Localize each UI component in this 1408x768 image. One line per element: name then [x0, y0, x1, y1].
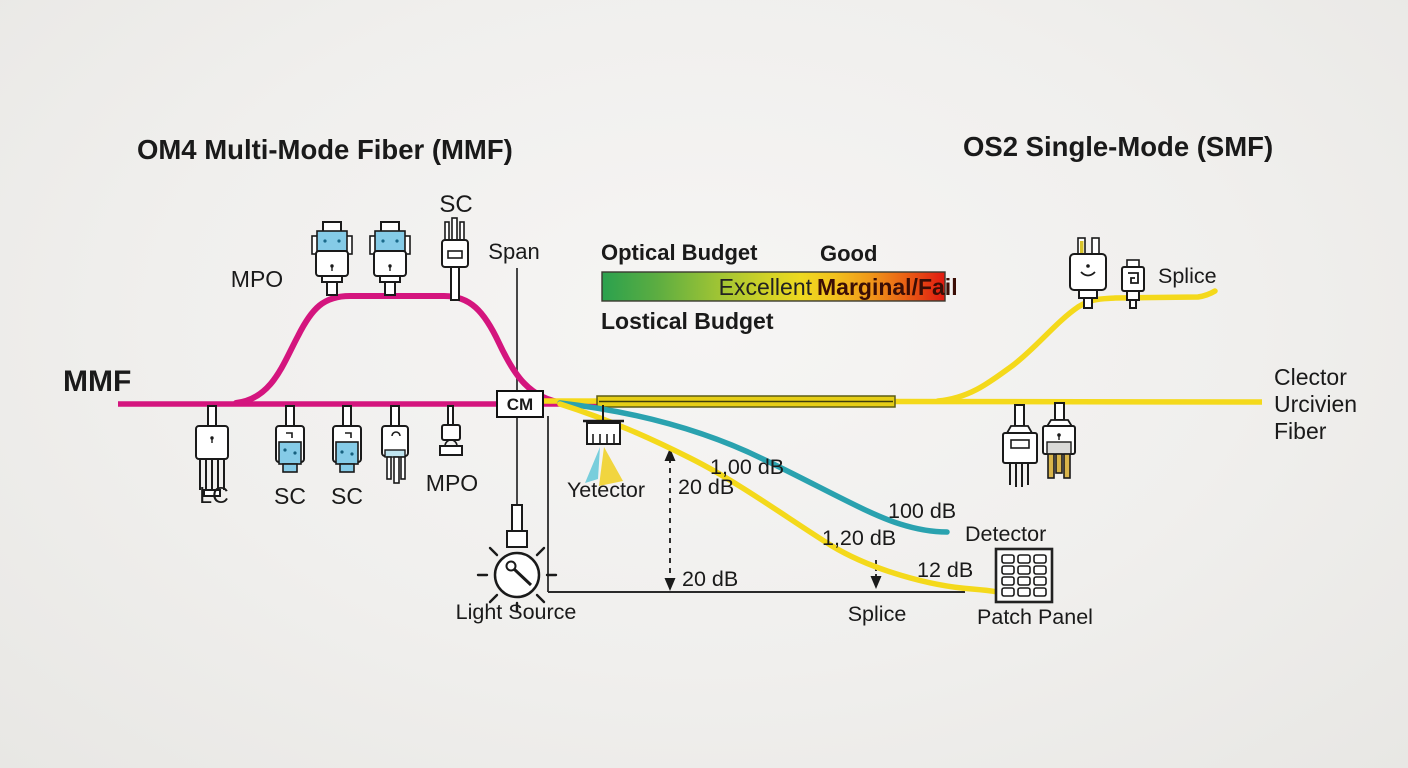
- light-source-icon: [476, 504, 558, 613]
- loss-100db: 100 dB: [888, 499, 956, 523]
- right-title: OS2 Single-Mode (SMF): [963, 131, 1273, 162]
- budget-subtitle: Lostical Budget: [601, 308, 774, 334]
- cm-module: CM: [496, 390, 544, 418]
- detector-path-line: [557, 400, 950, 535]
- splice-connector-icon: [1042, 402, 1076, 479]
- lc-connector-icon: [195, 405, 229, 497]
- lc-label: LC: [199, 482, 228, 508]
- optical-budget-scale: Optical Budget Good Excellent Marginal/F…: [601, 240, 958, 334]
- splice-bottom-label: Splice: [848, 602, 907, 626]
- mmf-fiber-loop: [233, 293, 567, 406]
- budget-gradient-bar: [601, 271, 946, 302]
- light-source-label: Light Source: [456, 600, 577, 624]
- mpo-connector-icon: [369, 221, 411, 296]
- sc-top-label: SC: [439, 191, 472, 218]
- sc-connector-icon: [441, 217, 469, 301]
- sc-bottom2-label: SC: [331, 483, 363, 509]
- right-fiber-label-line3: Fiber: [1274, 418, 1327, 444]
- mmf-label: MMF: [63, 365, 131, 398]
- smf-fiber-loop: [935, 288, 1218, 404]
- mpo-connector-icon: [311, 221, 353, 296]
- span-label: Span: [488, 239, 539, 264]
- detector-head-icon: [583, 405, 624, 486]
- mpo-bottom-label: MPO: [426, 470, 478, 496]
- right-fiber-label-line1: Clector: [1274, 364, 1347, 390]
- loss-1-20db: 1,20 dB: [822, 526, 896, 550]
- mpo-connector-icon: [439, 405, 463, 456]
- budget-marginal-label: Marginal/Fail: [817, 274, 958, 300]
- patch-panel-icon: [994, 547, 1054, 604]
- left-title: OM4 Multi-Mode Fiber (MMF): [137, 134, 513, 165]
- loss-12db: 12 dB: [917, 558, 973, 582]
- loss-20db-bottom: 20 dB: [682, 567, 738, 591]
- mpo-top-label: MPO: [231, 266, 283, 292]
- cm-label: CM: [507, 395, 533, 414]
- sc-connector-icon: [332, 405, 362, 473]
- sc-connector-icon: [275, 405, 305, 473]
- budget-title: Optical Budget: [601, 240, 758, 265]
- detector-label: Detector: [965, 522, 1046, 546]
- sc-bottom1-label: SC: [274, 483, 306, 509]
- patch-panel-label: Patch Panel: [977, 605, 1093, 629]
- splice-path-line: [557, 401, 1001, 595]
- yetector-label: Yetector: [567, 478, 645, 502]
- right-fiber-label: Clector Urcivien Fiber: [1274, 364, 1357, 444]
- splice-connector-icon: [1069, 237, 1107, 309]
- lc-connector-icon: [1002, 404, 1038, 487]
- span-highlight-bar: [596, 395, 896, 408]
- loss-20db-top: 20 dB: [678, 475, 734, 499]
- fiber-connector-icon: [1121, 259, 1145, 309]
- budget-excellent-label: Excellent: [719, 274, 813, 300]
- splice-top-label: Splice: [1158, 264, 1217, 288]
- right-fiber-label-line2: Urcivien: [1274, 391, 1357, 417]
- loss-1-00db: 1,00 dB: [710, 455, 784, 479]
- fiber-connector-icon: [381, 405, 409, 484]
- span-measurement-arrow: [664, 448, 676, 591]
- budget-good-label: Good: [820, 241, 877, 266]
